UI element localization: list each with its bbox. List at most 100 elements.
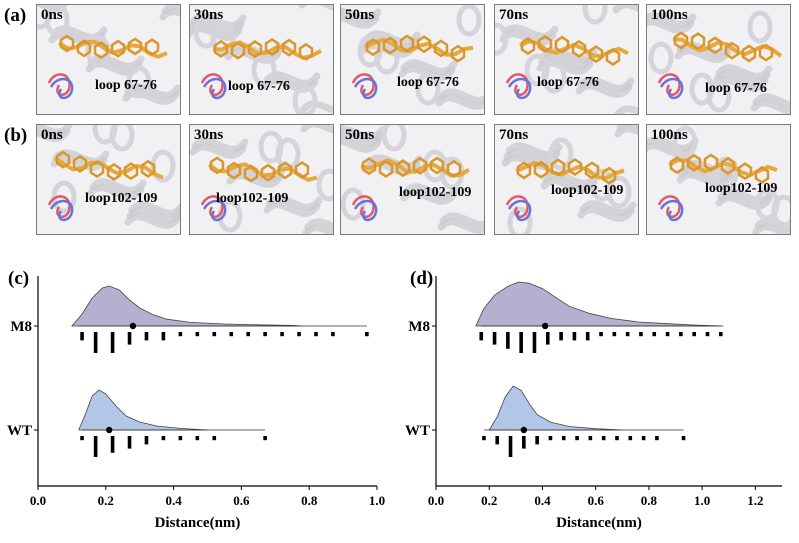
snapshot-time-label: 100ns [651,7,688,23]
protein-render [37,5,180,105]
rain-point-m8 [718,332,723,337]
rain-point-m8 [229,332,234,337]
snapshot-b-4: 100ns loop102-109 [646,124,791,235]
rain-point-wt [561,436,566,441]
protein-render [647,125,790,234]
rain-point-m8 [585,332,590,341]
rain-point-wt [110,436,115,453]
rain-point-m8 [492,332,497,345]
snapshot-time-label: 50ns [345,7,375,23]
rain-point-wt [127,436,132,449]
rain-point-m8 [572,332,577,341]
rain-point-wt [144,436,149,445]
mean-point-wt [105,426,113,434]
category-label-wt: WT [7,423,32,439]
rain-point-wt [161,436,166,441]
rain-point-m8 [263,332,267,337]
rain-point-m8 [178,332,183,337]
rain-point-wt [212,436,217,441]
panel-label-d: (d) [410,268,434,289]
rain-point-wt [548,436,553,441]
snapshot-loop-label: loop102-109 [551,183,624,198]
mean-point-m8 [541,322,549,330]
x-tick-label: 0.2 [98,493,114,508]
x-tick-label: 1.2 [747,493,763,508]
x-tick-label: 0.4 [534,493,551,508]
protein-render [190,5,333,114]
rain-point-m8 [144,332,149,341]
snapshot-time-label: 30ns [194,127,224,143]
snapshot-loop-label: loop102-109 [85,191,158,206]
x-tick-label: 0.0 [428,493,444,508]
panel-label-b: (b) [4,125,28,146]
distance-chart-c: 0.0 0.2 0.4 0.6 0.8 1.0 Distance(nm) M8 WT [7,276,385,531]
x-tick-label: 0.8 [641,493,658,508]
rain-point-m8 [519,332,523,353]
snapshot-a-0: 0ns loop 67-76 [36,4,181,115]
snapshot-time-label: 0ns [41,127,63,143]
protein-render [341,5,484,110]
rain-point-m8 [212,332,217,337]
x-tick-label: 0.8 [301,493,318,508]
rain-point-m8 [110,332,115,353]
protein-render [501,125,638,234]
rain-point-m8 [679,332,683,337]
snapshot-time-label: 70ns [499,127,529,143]
snapshot-a-1: 30ns loop 67-76 [189,4,334,115]
protein-render [647,10,790,114]
snapshot-loop-label: loop102-109 [216,191,289,206]
rain-point-wt [482,436,486,441]
density-m8 [71,285,303,327]
snapshot-loop-label: loop 67-76 [397,75,459,90]
rain-point-wt [178,436,183,441]
rain-point-m8 [692,332,696,337]
panel-label-a: (a) [4,5,27,26]
snapshot-a-3: 70ns loop 67-76 [494,4,639,115]
rain-point-m8 [93,332,98,353]
rain-point-wt [263,436,267,441]
snapshot-time-label: 0ns [41,7,63,23]
panel-label-c: (c) [8,268,30,289]
snapshot-loop-label: loop 67-76 [705,81,767,96]
rain-point-m8 [280,332,284,337]
rain-point-m8 [365,332,369,337]
rain-point-m8 [80,332,84,341]
snapshot-time-label: 30ns [194,7,224,23]
x-tick-label: 0.2 [481,493,497,508]
rain-point-m8 [559,332,563,341]
rain-point-m8 [599,332,603,337]
rain-point-wt [495,436,500,445]
x-tick-label: 0.6 [233,493,250,508]
rain-point-m8 [612,332,617,337]
mean-point-m8 [129,322,137,330]
rain-point-m8 [639,332,643,337]
protein-render [495,5,638,114]
protein-render [341,125,484,234]
rain-point-wt [195,436,200,441]
rain-point-wt [575,436,579,441]
rain-point-m8 [705,332,710,337]
snapshot-time-label: 100ns [651,127,688,143]
rain-point-m8 [127,332,132,345]
rain-point-m8 [246,332,250,337]
snapshot-b-0: 0ns loop102-109 [36,124,181,235]
density-m8 [475,281,724,327]
rain-point-m8 [532,332,537,353]
rain-point-m8 [652,332,657,337]
rain-point-m8 [479,332,484,341]
category-label-wt: WT [405,423,430,439]
rain-point-m8 [314,332,318,337]
rain-point-wt [681,436,686,441]
rain-point-wt [508,436,513,457]
distance-chart-d: 0.0 0.2 0.4 0.6 0.8 1.0 1.2 Distance(nm) M8 WT [405,276,782,531]
rain-point-wt [80,436,84,441]
x-tick-label: 0.6 [588,493,605,508]
snapshot-a-4: 100ns loop 67-76 [646,4,791,115]
snapshot-b-1: 30ns loop102-109 [189,124,334,235]
snapshot-b-3: 70ns loop102-109 [494,124,639,235]
rain-point-m8 [297,332,301,337]
snapshot-b-2: 50ns loop102-109 [340,124,485,235]
rain-point-m8 [195,332,200,337]
rain-point-m8 [161,332,166,341]
x-tick-label: 0.0 [30,493,46,508]
